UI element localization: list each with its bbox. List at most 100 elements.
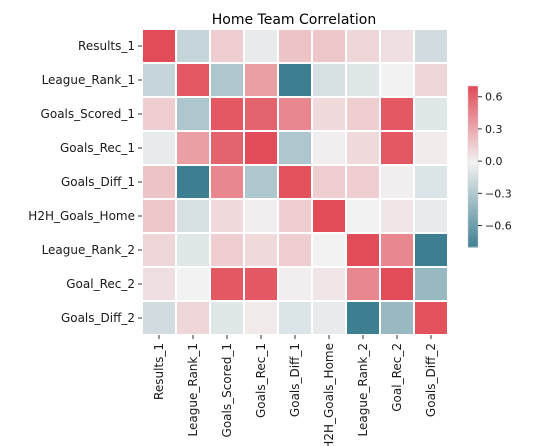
row-tick-label: H2H_Goals_Home — [28, 209, 135, 223]
heatmap-cell — [345, 62, 381, 98]
colorbar-tick-label: −0.6 — [485, 220, 512, 233]
heatmap-cell — [413, 164, 449, 200]
heatmap-cell — [379, 62, 415, 98]
colorbar-segment — [468, 153, 478, 157]
colorbar-segment — [468, 150, 478, 154]
colorbar-segment — [468, 206, 478, 211]
colorbar-segment — [468, 166, 478, 170]
heatmap-cell — [345, 300, 381, 336]
row-tick-label: Goal_Rec_2 — [66, 277, 135, 291]
colorbar: 0.6 0.3 0.0 −0.3 −0.6 — [467, 85, 512, 248]
row-tick-label: Results_1 — [78, 39, 135, 53]
colorbar-segment — [468, 155, 478, 160]
colorbar-segment — [468, 217, 478, 221]
heatmap-cell — [209, 232, 245, 268]
colorbar-segment — [468, 163, 478, 168]
heatmap-cell — [209, 198, 245, 234]
column-tick-label: Results_1 — [152, 343, 166, 400]
colorbar-tick-label: −0.3 — [485, 187, 512, 200]
heatmap-cell — [413, 300, 449, 336]
heatmap-cell — [209, 300, 245, 336]
heatmap-cell — [243, 62, 279, 98]
heatmap-cell — [175, 96, 211, 132]
colorbar-segment — [468, 86, 478, 90]
heatmap-cell — [243, 198, 279, 234]
column-tick-label: Goals_Rec_1 — [254, 343, 268, 418]
heatmap-cell — [345, 232, 381, 268]
heatmap-cell — [141, 96, 177, 132]
colorbar-segment — [468, 110, 478, 114]
heatmap-cell — [311, 164, 347, 200]
colorbar-segment — [468, 94, 478, 98]
colorbar-segment — [468, 174, 478, 178]
heatmap-cell — [277, 300, 313, 336]
heatmap-cell — [277, 96, 313, 132]
colorbar-segment — [468, 91, 478, 95]
colorbar-segment — [468, 225, 478, 229]
colorbar-segment — [468, 99, 478, 103]
row-tick-label: Goals_Scored_1 — [41, 107, 135, 121]
colorbar-segment — [468, 88, 478, 92]
colorbar-segment — [468, 136, 478, 141]
heatmap-cell — [345, 130, 381, 166]
heatmap-cell — [413, 232, 449, 268]
colorbar-segment — [468, 220, 478, 224]
colorbar-segment — [468, 201, 478, 205]
colorbar-segment — [468, 214, 478, 219]
heatmap-cell — [311, 232, 347, 268]
colorbar-segment — [468, 118, 478, 122]
heatmap-cell — [243, 96, 279, 132]
heatmap-cell — [311, 130, 347, 166]
heatmap-cell — [243, 232, 279, 268]
row-tick-label: Goals_Rec_1 — [60, 141, 135, 155]
colorbar-segment — [468, 145, 478, 149]
heatmap-cell — [175, 28, 211, 64]
colorbar-tick-label: 0.6 — [485, 91, 503, 104]
colorbar-segment — [468, 102, 478, 106]
heatmap-cell — [175, 266, 211, 302]
heatmap-cell — [345, 28, 381, 64]
heatmap-cell — [345, 266, 381, 302]
column-tick-labels: Results_1 League_Rank_1 Goals_Scored_1 Goal… — [152, 335, 438, 446]
colorbar-segment — [468, 241, 478, 245]
heatmap-cell — [175, 300, 211, 336]
colorbar-segment — [468, 238, 478, 243]
column-tick-label: Goals_Scored_1 — [220, 343, 234, 437]
heatmap-cell — [311, 62, 347, 98]
heatmap-cell — [345, 198, 381, 234]
colorbar-segment — [468, 228, 478, 232]
heatmap-cell — [277, 198, 313, 234]
heatmap-cell — [277, 266, 313, 302]
heatmap-cell — [209, 130, 245, 166]
heatmap-cell — [209, 266, 245, 302]
colorbar-segment — [468, 123, 478, 127]
colorbar-segment — [468, 169, 478, 173]
heatmap-cell — [141, 130, 177, 166]
column-tick-label: Goals_Diff_1 — [288, 343, 302, 417]
heatmap-cell — [379, 164, 415, 200]
heatmap-cell — [175, 164, 211, 200]
colorbar-segment — [468, 179, 478, 184]
heatmap-cell — [413, 266, 449, 302]
colorbar-segment — [468, 244, 478, 248]
column-tick-label: Goals_Diff_2 — [424, 343, 438, 417]
colorbar-segment — [468, 171, 478, 176]
colorbar-segment — [468, 112, 478, 117]
colorbar-segment — [468, 142, 478, 146]
colorbar-segment — [468, 115, 478, 119]
colorbar-segment — [468, 196, 478, 200]
heatmap-cell — [243, 300, 279, 336]
colorbar-segment — [468, 128, 478, 133]
row-tick-labels: Results_1 League_Rank_1 Goals_Scored_1 Goal… — [28, 39, 142, 325]
heatmap-cell — [209, 62, 245, 98]
chart-title: Home Team Correlation — [212, 12, 376, 28]
colorbar-tick-label: 0.3 — [485, 123, 503, 136]
row-tick-label: League_Rank_2 — [42, 243, 135, 257]
colorbar-segment — [468, 212, 478, 216]
heatmap-cells — [141, 28, 449, 336]
heatmap-cell — [175, 62, 211, 98]
heatmap-cell — [413, 96, 449, 132]
heatmap-cell — [379, 300, 415, 336]
colorbar-segment — [468, 120, 478, 125]
colorbar-segment — [468, 209, 478, 213]
